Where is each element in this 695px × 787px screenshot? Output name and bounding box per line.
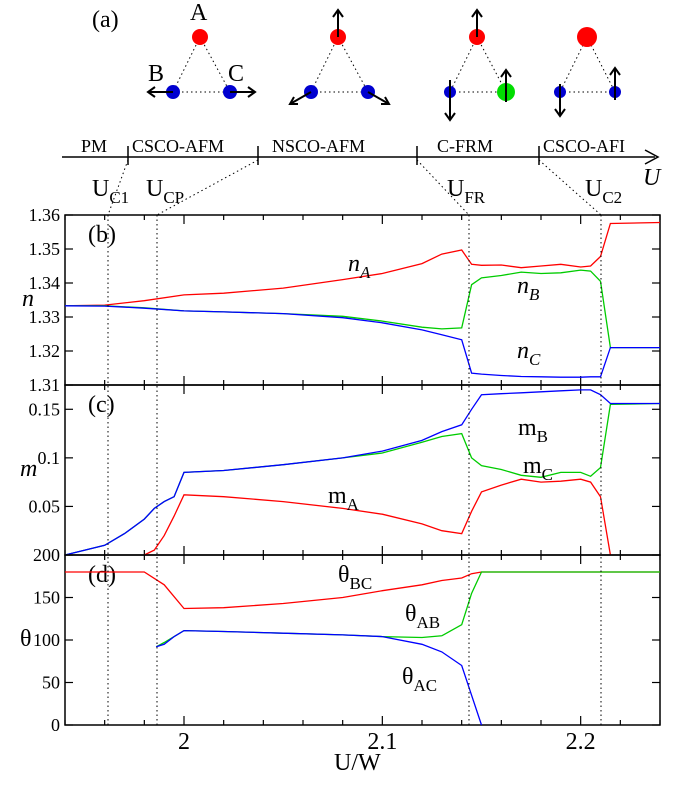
series-line-theta-ac: [156, 629, 483, 726]
config-paramagnetic: A B C: [146, 0, 257, 99]
series-line-m-b: [64, 389, 660, 556]
y-tick-label: 1.36: [29, 205, 61, 225]
spin-arrows: [288, 8, 391, 105]
phase-label-csco-afm: CSCO-AFM: [132, 136, 224, 156]
series-line-n-c: [64, 305, 660, 378]
config-c-frm: [444, 8, 515, 122]
site-b-label: B: [148, 61, 164, 87]
annotation-m-b: mB: [518, 415, 548, 446]
critical-label-uc2: UC2: [585, 176, 622, 207]
annotation-n-c: nC: [517, 338, 541, 369]
series-line-theta-bc: [65, 571, 660, 610]
panel-d-ticks: 0 50 100 150 200 2 2.1 2.2: [33, 545, 661, 755]
series-line-m-c: [64, 402, 661, 556]
config-nsco-afm: [288, 8, 391, 105]
panel-b: (b) n 1.31 1.32 1.33 1.34 1.35 1.36 nA nB nC: [22, 205, 661, 395]
phase-axis: PM CSCO-AFM NSCO-AFM C-FRM CSCO-AFI U UC…: [62, 136, 662, 207]
critical-label-ucp: UCP: [146, 176, 184, 207]
panel-d-ylabel: θ: [20, 626, 32, 652]
panel-c-ylabel: m: [20, 456, 37, 482]
site-a-label: A: [190, 0, 208, 26]
y-tick-label: 1.32: [29, 341, 61, 361]
phase-label-pm: PM: [81, 136, 107, 156]
panel-a-label: (a): [92, 7, 119, 33]
y-tick-label: 0: [51, 715, 60, 735]
spin-arrows: [554, 66, 621, 118]
y-tick-label: 0.1: [38, 448, 61, 468]
phase-label-csco-afi: CSCO-AFI: [543, 136, 625, 156]
annotation-theta-ab: θAB: [405, 601, 440, 632]
phase-label-c-frm: C-FRM: [437, 136, 493, 156]
y-tick-label: 1.34: [29, 273, 61, 293]
phase-axis-symbol: U: [643, 165, 662, 191]
y-tick-label: 150: [33, 588, 60, 608]
connector-lines: [107, 159, 602, 216]
y-tick-label: 1.31: [29, 375, 61, 395]
site-a-dot: [577, 27, 597, 47]
series-line-m-a: [144, 478, 612, 556]
y-tick-label: 1.35: [29, 239, 61, 259]
y-tick-label: 0.05: [29, 496, 61, 516]
panel-b-label: (b): [88, 222, 116, 248]
phase-label-nsco-afm: NSCO-AFM: [272, 136, 365, 156]
x-tick-label: 2.2: [566, 729, 596, 755]
panel-c-label: (c): [88, 392, 115, 418]
spin-arrows: [146, 86, 257, 98]
panel-d: (d) θ 0 50 100 150 200 2 2.1 2.2 θBC θAB θAC U/…: [20, 545, 661, 776]
panel-a: (a) A B C: [62, 0, 662, 216]
site-c-label: C: [228, 61, 244, 87]
annotation-m-c: mC: [523, 453, 553, 484]
config-csco-afi: [554, 27, 621, 118]
critical-label-uc1: UC1: [92, 176, 129, 207]
annotation-theta-ac: θAC: [402, 664, 437, 695]
x-axis-label: U/W: [334, 750, 381, 776]
annotation-n-a: nA: [348, 251, 371, 282]
panel-c-series: [64, 389, 661, 556]
x-tick-label: 2: [178, 729, 190, 755]
panel-b-frame: [64, 214, 661, 386]
panel-b-series: [64, 221, 661, 378]
panel-c: (c) m 0.05 0.1 0.15 mB mC mA: [20, 384, 661, 556]
y-tick-label: 50: [42, 673, 60, 693]
panel-c-frame: [64, 384, 661, 556]
panel-d-label: (d): [88, 562, 116, 588]
y-tick-label: 1.33: [29, 307, 61, 327]
y-tick-label: 200: [33, 545, 60, 565]
series-line-n-a: [64, 221, 661, 307]
panel-b-ticks: 1.31 1.32 1.33 1.34 1.35 1.36: [29, 205, 661, 395]
panel-c-ticks: 0.05 0.1 0.15: [29, 385, 661, 555]
panel-d-series: [65, 571, 660, 726]
annotation-m-a: mA: [328, 483, 360, 514]
panel-b-ylabel: n: [22, 286, 34, 312]
spin-arrows: [444, 8, 512, 122]
annotation-theta-bc: θBC: [338, 562, 372, 593]
y-tick-label: 0.15: [29, 399, 61, 419]
site-a-dot: [192, 29, 208, 45]
y-tick-label: 100: [33, 630, 60, 650]
x-tick-label: 2.1: [367, 729, 397, 755]
critical-label-ufr: UFR: [447, 176, 486, 207]
annotation-n-b: nB: [517, 273, 540, 304]
